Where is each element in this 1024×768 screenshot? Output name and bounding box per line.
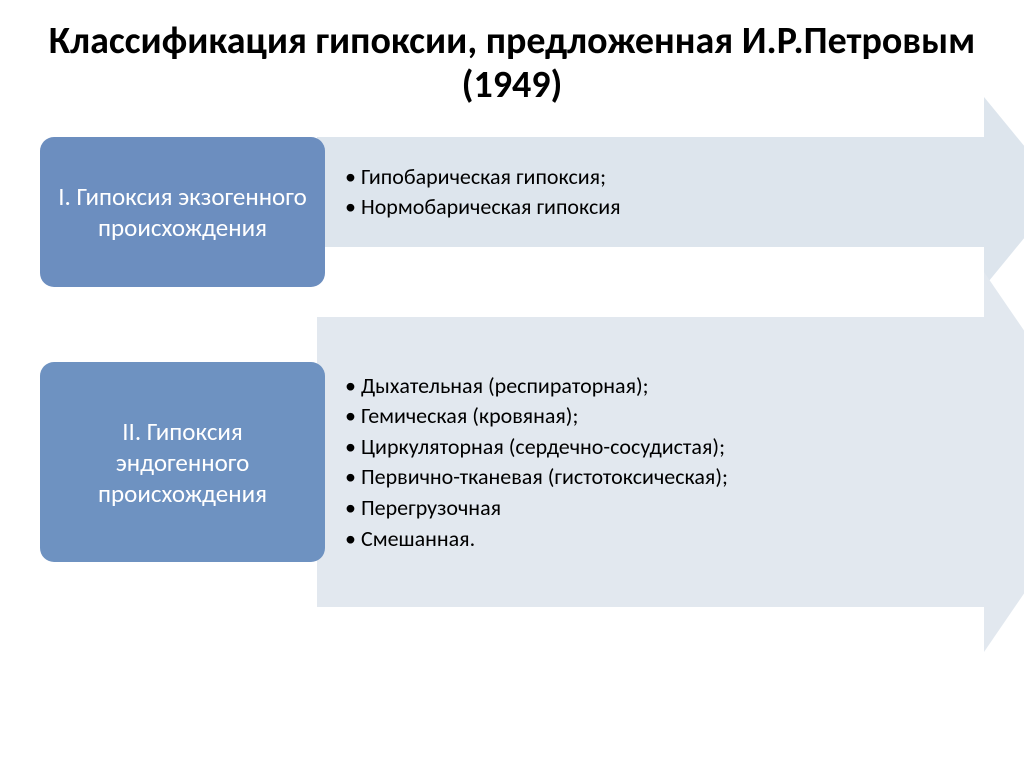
list-item: Циркуляторная (сердечно-сосудистая); xyxy=(343,433,844,462)
list-item: Смешанная. xyxy=(343,525,844,554)
list-item: Нормобарическая гипоксия xyxy=(343,193,894,222)
row-exogenous: I. Гипоксия экзогенного происхождения Ги… xyxy=(40,137,984,287)
list-item: Гипобарическая гипоксия; xyxy=(343,163,894,192)
list-item: Первично-тканевая (гистотоксическая); xyxy=(343,463,844,492)
page-title: Классификация гипоксии, предложенная И.Р… xyxy=(40,20,984,107)
list-item: Дыхательная (респираторная); xyxy=(343,372,844,401)
arrow-head-icon xyxy=(984,272,1024,652)
label-endogenous: II. Гипоксия эндогенного происхождения xyxy=(40,362,325,562)
row-endogenous: II. Гипоксия эндогенного происхождения Д… xyxy=(40,317,984,607)
arrow-head-icon xyxy=(984,97,1024,287)
list-endogenous: Дыхательная (респираторная); Гемическая … xyxy=(343,370,844,556)
label-exogenous: I. Гипоксия экзогенного происхождения xyxy=(40,137,325,287)
arrow-endogenous: Дыхательная (респираторная); Гемическая … xyxy=(325,317,984,607)
arrow-exogenous: Гипобарическая гипоксия; Нормобарическая… xyxy=(325,137,984,247)
list-exogenous: Гипобарическая гипоксия; Нормобарическая… xyxy=(343,161,894,224)
list-item: Гемическая (кровяная); xyxy=(343,402,844,431)
list-item: Перегрузочная xyxy=(343,494,844,523)
